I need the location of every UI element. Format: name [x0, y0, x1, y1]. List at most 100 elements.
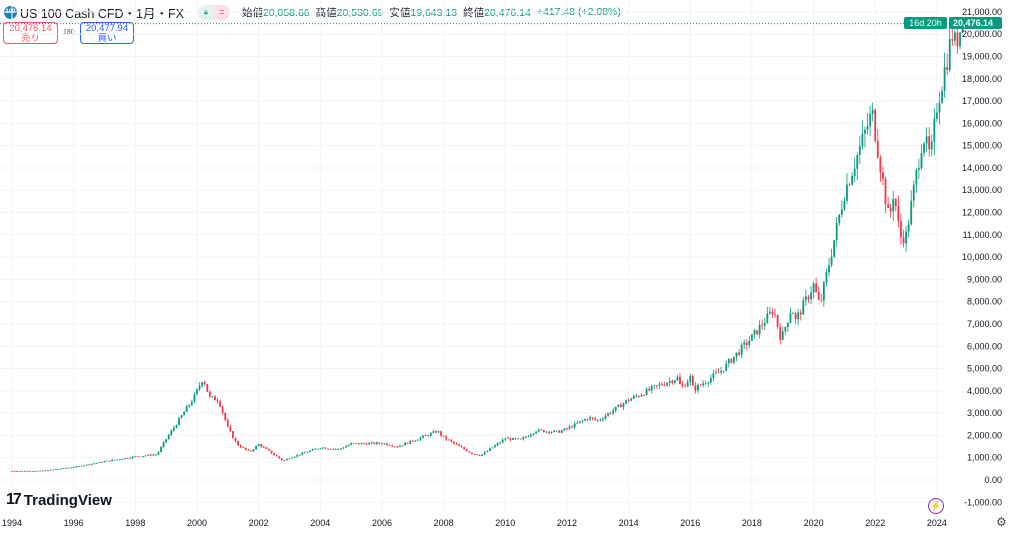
x-tick-label: 1994 [2, 518, 22, 528]
gear-icon[interactable]: ⚙ [996, 515, 1007, 529]
candle-body [948, 39, 951, 71]
candle-body [686, 382, 689, 387]
candle-body [232, 431, 234, 439]
x-tick-label: 2016 [680, 518, 700, 528]
candle-body [637, 395, 640, 397]
candle-body [488, 448, 491, 451]
candle-body [342, 447, 345, 449]
buy-button[interactable]: 20,477.94 買い [80, 22, 134, 44]
candle-body [252, 449, 255, 452]
candle-body [951, 39, 954, 41]
candle-body [80, 465, 83, 467]
candle-body [676, 376, 679, 381]
brand-name: TradingView [23, 491, 112, 509]
candle-body [409, 440, 412, 444]
candle-body [406, 442, 409, 444]
candle-body [697, 384, 699, 391]
candle-body [894, 198, 897, 207]
candle-body [532, 433, 535, 435]
candle-body [437, 431, 440, 433]
candle-body [11, 471, 13, 472]
candle-body [802, 300, 805, 315]
candle-body [450, 439, 453, 442]
candle-body [519, 438, 522, 440]
candle-body [884, 178, 887, 205]
candle-body [283, 460, 286, 462]
candle-body [679, 376, 681, 385]
candle-body [452, 441, 455, 444]
candle-body [604, 415, 607, 419]
candle-body [776, 315, 779, 327]
candle-body [491, 447, 494, 449]
candle-body [781, 331, 784, 340]
candle-body [820, 299, 823, 301]
sell-button[interactable]: 20,476.14 売り [3, 22, 58, 44]
candle-body [381, 443, 383, 445]
candle-body [748, 340, 751, 345]
candle-body [391, 445, 394, 447]
lightning-icon[interactable]: ⚡ [928, 498, 944, 514]
candle-body [468, 451, 471, 453]
candle-body [427, 435, 430, 437]
y-tick-label: 21,000.00 [962, 7, 1002, 17]
candle-body [527, 436, 530, 438]
symbol-title[interactable]: US 100 Cash CFD・1月・FX [20, 6, 184, 21]
candle-body [345, 446, 347, 448]
candle-body [373, 442, 376, 444]
candle-body [727, 359, 730, 364]
ohlc-open: 始値20,058.66 [241, 6, 310, 19]
candle-body [301, 452, 304, 455]
tradingview-logo[interactable]: 17 TradingView [6, 491, 112, 509]
candle-body [887, 204, 889, 208]
candle-body [458, 444, 460, 446]
candle-body [470, 452, 473, 454]
candle-body [460, 445, 463, 448]
candle-body [738, 352, 740, 355]
candle-body [586, 419, 589, 420]
candle-body [314, 448, 317, 450]
candle-body [411, 440, 414, 442]
y-tick-label: 0.00 [984, 475, 1002, 485]
last-price-label: 20,476.14 [949, 17, 1002, 29]
candle-body [828, 265, 830, 273]
x-tick-label: 1996 [64, 518, 84, 528]
candle-body [566, 428, 568, 430]
candle-body [311, 449, 314, 451]
x-tick-label: 2018 [742, 518, 762, 528]
candle-body [758, 324, 761, 335]
candle-body [183, 412, 186, 416]
candle-body [568, 426, 571, 429]
candle-body [645, 388, 648, 395]
candle-body [352, 443, 355, 445]
candle-body [548, 431, 550, 433]
candle-body [671, 380, 674, 383]
candle-body [26, 470, 29, 472]
x-tick-label: 2010 [495, 518, 515, 528]
candle-body [617, 404, 620, 407]
y-tick-label: 5,000.00 [967, 364, 1002, 374]
candle-body [722, 370, 725, 372]
candle-body [473, 453, 476, 455]
candle-body [224, 412, 227, 421]
candle-body [892, 198, 895, 212]
candle-body [594, 418, 597, 420]
candle-body [226, 420, 229, 427]
candle-body [160, 446, 162, 452]
candle-body [119, 459, 121, 461]
candle-body [625, 400, 627, 404]
candle-body [499, 442, 502, 444]
candle-body [242, 447, 245, 449]
candle-body [106, 460, 108, 462]
candle-body [334, 448, 337, 450]
sell-label: 売り [20, 33, 40, 44]
candle-body [840, 209, 843, 215]
candle-body [943, 67, 946, 92]
candle-body [393, 446, 396, 448]
candle-body [337, 448, 340, 450]
candle-body [85, 464, 88, 466]
candle-body [900, 221, 902, 238]
candle-body [316, 448, 319, 450]
candle-body [879, 157, 882, 173]
candle-body [524, 436, 527, 438]
